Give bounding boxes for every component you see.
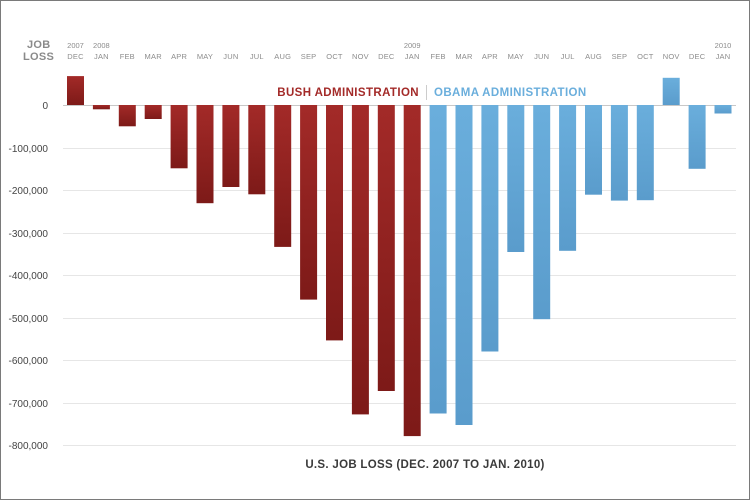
- x-tick-label: JAN: [94, 52, 109, 61]
- legend-obama: OBAMA ADMINISTRATION: [434, 87, 587, 99]
- year-label: 2007: [67, 41, 84, 50]
- y-tick-label: -300,000: [9, 229, 49, 240]
- y-tick-label: -700,000: [9, 399, 49, 410]
- x-tick-label: APR: [171, 52, 187, 61]
- x-tick-label: DEC: [378, 52, 395, 61]
- y-axis-label-line2: LOSS: [23, 51, 54, 63]
- x-tick-label: JUN: [534, 52, 549, 61]
- y-tick-label: -400,000: [9, 271, 49, 282]
- bar-apr-16: [481, 105, 499, 352]
- bar-nov-11: [351, 105, 369, 415]
- year-label: 2008: [93, 41, 110, 50]
- x-tick-label: FEB: [431, 52, 446, 61]
- x-tick-label: APR: [482, 52, 498, 61]
- x-tick-label: JAN: [716, 52, 731, 61]
- x-tick-label: MAR: [145, 52, 163, 61]
- x-tick-label: JUL: [250, 52, 264, 61]
- y-tick-label: -800,000: [9, 441, 49, 452]
- legend: BUSH ADMINISTRATION OBAMA ADMINISTRATION: [277, 85, 586, 100]
- x-tick-label: NOV: [663, 52, 680, 61]
- x-tick-label: FEB: [120, 52, 135, 61]
- bar-jan-1: [92, 105, 110, 110]
- x-tick-label: AUG: [274, 52, 291, 61]
- y-tick-label: -500,000: [9, 314, 49, 325]
- bar-jun-6: [222, 105, 240, 187]
- x-tick-label: JUN: [223, 52, 238, 61]
- bar-may-5: [196, 105, 214, 204]
- bar-sep-21: [610, 105, 628, 201]
- y-tick-label: -100,000: [9, 144, 49, 155]
- x-tick-label: MAY: [197, 52, 213, 61]
- bar-aug-8: [274, 105, 292, 247]
- bar-jan-25: [714, 105, 732, 114]
- x-tick-label: JAN: [405, 52, 420, 61]
- x-tick-label: MAR: [455, 52, 473, 61]
- x-tick-label: MAY: [508, 52, 524, 61]
- chart-title: U.S. JOB LOSS (DEC. 2007 TO JAN. 2010): [305, 459, 544, 471]
- bar-dec-12: [377, 105, 395, 391]
- bar-dec-0: [67, 76, 84, 105]
- x-tick-label: JUL: [561, 52, 575, 61]
- year-label: 2009: [404, 41, 421, 50]
- bars: [67, 76, 732, 437]
- bar-feb-14: [429, 105, 447, 414]
- bar-nov-23: [662, 77, 680, 105]
- x-tick-label: DEC: [689, 52, 706, 61]
- x-tick-label: SEP: [301, 52, 317, 61]
- bar-jul-19: [559, 105, 577, 251]
- bar-jun-18: [533, 105, 551, 320]
- y-tick-label: -600,000: [9, 356, 49, 367]
- y-tick-label: -200,000: [9, 186, 49, 197]
- bar-sep-9: [300, 105, 318, 300]
- bar-dec-24: [688, 105, 706, 169]
- bar-jan-13: [403, 105, 421, 437]
- year-label: 2010: [715, 41, 732, 50]
- x-tick-label: OCT: [637, 52, 654, 61]
- bar-mar-3: [144, 105, 162, 119]
- bar-feb-2: [118, 105, 136, 127]
- bar-may-17: [507, 105, 525, 252]
- x-tick-label: SEP: [612, 52, 628, 61]
- x-tick-label: NOV: [352, 52, 369, 61]
- y-axis-label-line1: JOB: [27, 39, 51, 51]
- bar-apr-4: [170, 105, 188, 169]
- legend-bush: BUSH ADMINISTRATION: [277, 87, 419, 99]
- x-tick-label: OCT: [326, 52, 343, 61]
- x-tick-label: AUG: [585, 52, 602, 61]
- gridlines: [63, 105, 736, 446]
- x-tick-label: DEC: [67, 52, 84, 61]
- y-tick-label: 0: [42, 101, 48, 112]
- axis-labels: JOB LOSS 0 -100,000 -200,000 -300,000 -400,0…: [9, 39, 732, 452]
- bar-aug-20: [585, 105, 602, 195]
- bar-mar-15: [455, 105, 473, 425]
- bar-oct-10: [326, 105, 343, 341]
- bar-jul-7: [248, 105, 266, 195]
- bar-oct-22: [636, 105, 654, 201]
